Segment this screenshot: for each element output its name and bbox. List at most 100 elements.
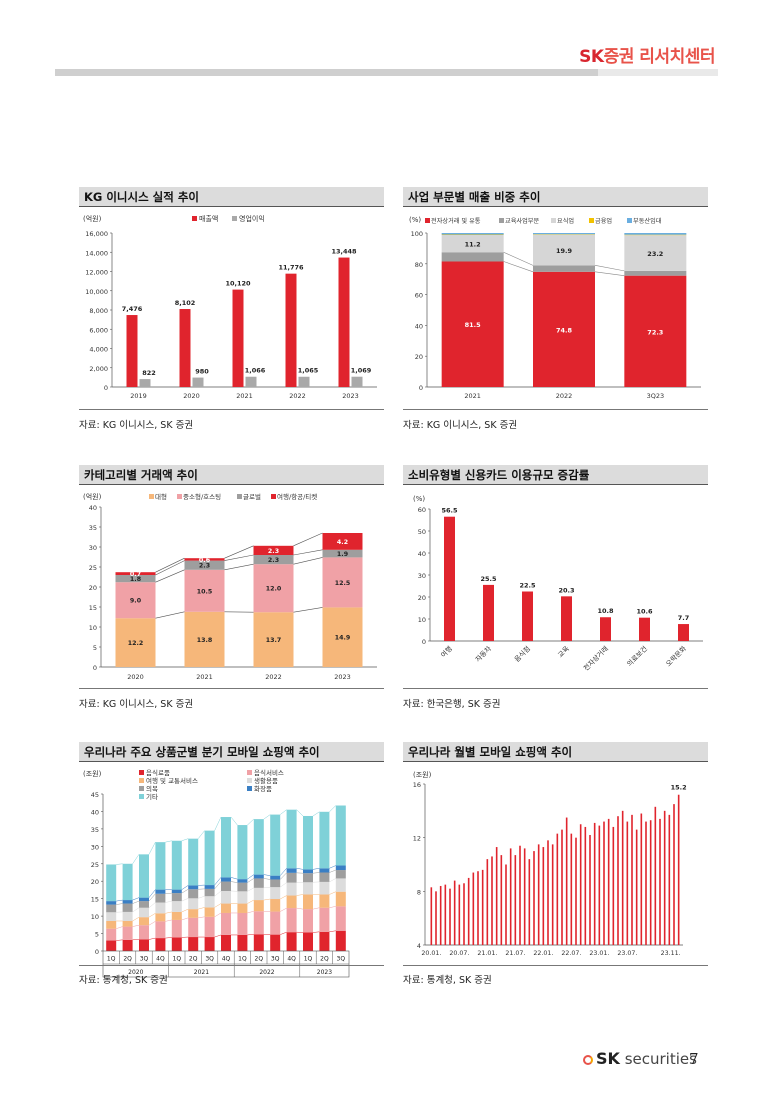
- y-tick-label: 35: [91, 826, 99, 834]
- stacked-segment: [286, 908, 297, 933]
- data-label: 2.3: [268, 548, 279, 555]
- y-tick-label: 10: [91, 913, 99, 921]
- stacked-segment: [335, 930, 346, 951]
- series-line: [312, 868, 320, 870]
- series-line: [148, 937, 156, 940]
- stacked-segment: [171, 840, 182, 890]
- stacked-segment: [303, 909, 313, 933]
- y-tick-label: 30: [89, 544, 97, 552]
- stacked-segment: [624, 275, 687, 387]
- x-tick-label: 23.11.: [661, 950, 681, 957]
- series-line: [247, 878, 254, 883]
- bar-monthly: [467, 877, 470, 945]
- data-label: 13,448: [331, 248, 357, 256]
- y-tick-label: 20: [415, 353, 423, 361]
- bar-monthly: [463, 883, 465, 945]
- stacked-segment: [204, 885, 215, 889]
- x-tick-label: 2021: [464, 392, 481, 400]
- bar-revenue: [285, 273, 297, 387]
- x-tick-label: 20.07.: [449, 950, 469, 957]
- series-line: [132, 900, 140, 904]
- bar-monthly: [430, 887, 433, 945]
- bar-monthly: [528, 859, 531, 945]
- legend-label: 글로벌: [243, 492, 261, 501]
- legend-swatch: [247, 778, 252, 783]
- stacked-segment: [122, 863, 133, 901]
- stacked-segment: [286, 895, 297, 909]
- bar-monthly: [439, 885, 442, 945]
- series-line: [148, 889, 156, 898]
- legend-swatch: [192, 216, 197, 221]
- series-line: [214, 816, 222, 831]
- stacked-segment: [188, 917, 199, 938]
- series-line: [148, 902, 156, 908]
- bar-growth: [639, 617, 650, 641]
- stacked-segment: [303, 815, 313, 870]
- stacked-segment: [335, 870, 346, 879]
- stacked-segment: [253, 900, 264, 912]
- y-tick-label: 40: [91, 808, 99, 816]
- x-tick-label: 2022: [556, 392, 573, 400]
- series-line: [116, 903, 123, 905]
- stacked-segment: [188, 838, 199, 886]
- series-line: [594, 265, 625, 272]
- stacked-segment: [188, 909, 199, 918]
- stacked-segment: [270, 911, 281, 935]
- bar-monthly: [449, 888, 451, 945]
- series-line: [594, 271, 625, 276]
- bar-monthly: [677, 794, 680, 945]
- x-tick-label: 4Q: [222, 956, 231, 963]
- stacked-segment: [270, 814, 281, 876]
- series-line: [329, 805, 336, 812]
- series-line: [329, 878, 336, 883]
- bar-growth: [444, 516, 455, 641]
- stacked-segment: [106, 912, 117, 921]
- y-tick-label: 0: [422, 638, 426, 646]
- stacked-segment: [115, 575, 156, 583]
- unit-label: (조원): [83, 769, 102, 778]
- stacked-segment: [253, 555, 294, 565]
- y-tick-label: 10,000: [85, 288, 108, 296]
- bar-growth: [600, 617, 611, 641]
- bar-monthly: [486, 859, 489, 945]
- series-line: [293, 532, 323, 547]
- stacked-segment: [221, 881, 231, 891]
- unit-label: (억원): [83, 214, 102, 223]
- stacked-segment: [253, 887, 264, 901]
- y-tick-label: 35: [89, 524, 97, 532]
- x-tick-label: 23.07.: [617, 950, 637, 957]
- stacked-segment: [204, 888, 215, 897]
- data-label: 11.2: [465, 241, 481, 249]
- stacked-segment: [237, 879, 248, 883]
- data-label: 12.5: [335, 580, 351, 587]
- bar-monthly: [472, 872, 475, 945]
- legend-label: 매출액: [199, 214, 218, 223]
- stacked-segment: [139, 917, 149, 926]
- data-label: 23.2: [647, 250, 663, 258]
- stacked-segment: [441, 261, 504, 387]
- x-tick-label: 전자상거래: [581, 644, 609, 672]
- series-line: [132, 916, 140, 922]
- bar-monthly: [598, 825, 601, 945]
- series-line: [247, 934, 254, 936]
- stacked-segment: [322, 607, 363, 667]
- stacked-segment: [221, 912, 231, 935]
- series-line: [148, 842, 156, 855]
- x-tick-label: 2023: [342, 392, 359, 400]
- stacked-segment: [319, 872, 330, 882]
- stacked-segment: [286, 932, 297, 951]
- x-tick-label: 4Q: [156, 956, 165, 963]
- stacked-segment: [139, 939, 149, 951]
- series-line: [181, 889, 189, 894]
- stacked-segment: [270, 934, 281, 951]
- y-tick-label: 10: [418, 616, 426, 624]
- stacked-segment: [171, 937, 182, 951]
- bar-monthly: [617, 816, 619, 945]
- y-tick-label: 16: [413, 781, 421, 789]
- source-c1: 자료: KG 이니시스, SK 증권: [79, 420, 194, 431]
- legend-swatch: [237, 494, 242, 499]
- series-line: [312, 872, 320, 874]
- y-tick-label: 25: [89, 564, 97, 572]
- series-line: [329, 906, 336, 908]
- x-tick-label: 21.07.: [505, 950, 525, 957]
